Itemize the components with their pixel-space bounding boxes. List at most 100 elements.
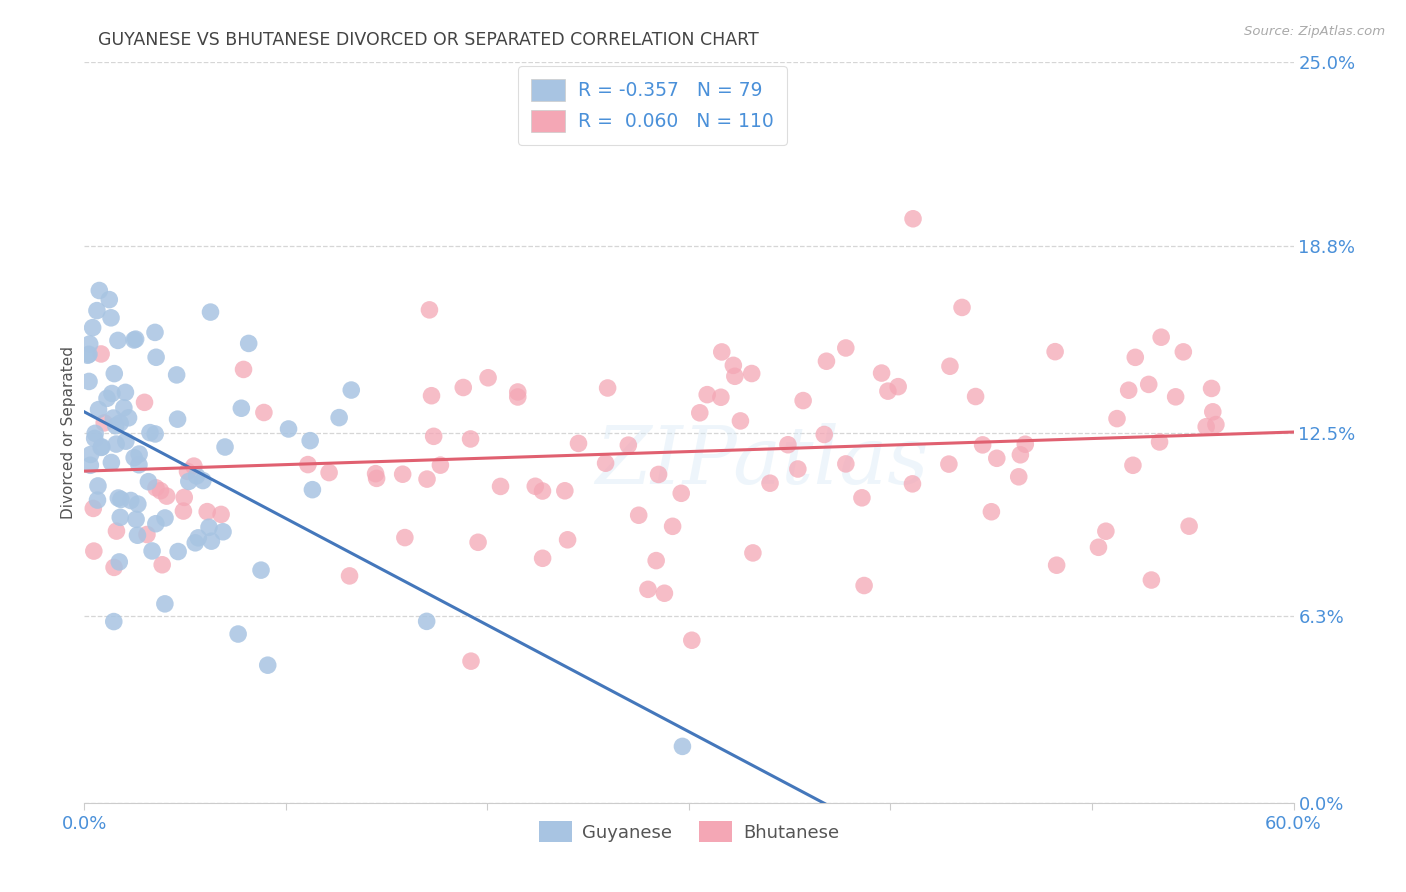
Point <box>79 337 101 351</box>
Point <box>112 401 135 415</box>
Point <box>173 491 195 505</box>
Point <box>950 301 973 315</box>
Point <box>166 412 188 426</box>
Point <box>87 402 110 417</box>
Point <box>90 347 112 361</box>
Point <box>82 320 104 334</box>
Point <box>200 305 222 319</box>
Text: ZIPatlas: ZIPatlas <box>595 424 928 501</box>
Point <box>901 476 924 491</box>
Point <box>143 427 166 442</box>
Point <box>127 497 149 511</box>
Point <box>122 450 145 465</box>
Point <box>138 475 160 489</box>
Point <box>103 367 125 381</box>
Point <box>870 366 893 380</box>
Point <box>451 380 474 394</box>
Point <box>143 326 166 340</box>
Point <box>506 390 529 404</box>
Point <box>460 654 482 668</box>
Point <box>1178 519 1201 533</box>
Point <box>1008 470 1031 484</box>
Point <box>145 516 167 531</box>
Point <box>76 348 98 362</box>
Point <box>98 293 121 307</box>
Point <box>89 284 111 298</box>
Point <box>741 546 763 560</box>
Point <box>141 544 163 558</box>
Point <box>627 508 650 523</box>
Point <box>82 501 104 516</box>
Point <box>83 431 105 445</box>
Point <box>723 359 745 373</box>
Point <box>681 633 703 648</box>
Point <box>815 354 838 368</box>
Point <box>1014 437 1036 451</box>
Point <box>299 434 322 448</box>
Point <box>554 483 576 498</box>
Point <box>853 578 876 592</box>
Point <box>156 489 179 503</box>
Point <box>1149 434 1171 449</box>
Point <box>416 472 439 486</box>
Point <box>595 456 617 470</box>
Point <box>489 479 512 493</box>
Point <box>887 379 910 393</box>
Point <box>637 582 659 597</box>
Point <box>103 615 125 629</box>
Point <box>110 492 132 507</box>
Point <box>730 414 752 428</box>
Point <box>183 459 205 474</box>
Point <box>176 464 198 478</box>
Point <box>238 336 260 351</box>
Text: GUYANESE VS BHUTANESE DIVORCED OR SEPARATED CORRELATION CHART: GUYANESE VS BHUTANESE DIVORCED OR SEPARA… <box>98 31 759 49</box>
Point <box>340 383 363 397</box>
Point <box>1010 448 1032 462</box>
Point <box>1137 377 1160 392</box>
Point <box>1205 417 1227 432</box>
Point <box>617 438 640 452</box>
Point <box>191 474 214 488</box>
Y-axis label: Divorced or Separated: Divorced or Separated <box>60 346 76 519</box>
Point <box>645 553 668 567</box>
Point <box>226 627 249 641</box>
Point <box>145 481 167 495</box>
Point <box>1105 411 1128 425</box>
Point <box>297 458 319 472</box>
Point <box>1202 405 1225 419</box>
Point <box>696 387 718 401</box>
Point <box>90 441 112 455</box>
Point <box>531 483 554 498</box>
Point <box>79 448 101 462</box>
Point <box>965 390 987 404</box>
Point <box>77 375 100 389</box>
Point <box>107 491 129 505</box>
Point <box>710 390 733 404</box>
Point <box>394 531 416 545</box>
Point <box>177 475 200 489</box>
Point <box>710 345 733 359</box>
Point <box>301 483 323 497</box>
Point <box>114 434 136 449</box>
Point <box>1046 558 1069 573</box>
Point <box>776 438 799 452</box>
Point <box>103 411 125 425</box>
Point <box>415 615 437 629</box>
Point <box>835 457 858 471</box>
Point <box>689 406 711 420</box>
Point <box>127 528 149 542</box>
Point <box>93 416 115 430</box>
Point <box>1201 381 1223 395</box>
Point <box>110 510 132 524</box>
Point <box>124 332 146 346</box>
Point <box>212 524 235 539</box>
Point <box>1123 351 1146 365</box>
Point <box>328 410 350 425</box>
Point <box>108 416 131 430</box>
Point <box>813 427 835 442</box>
Point <box>101 386 124 401</box>
Point <box>557 533 579 547</box>
Point <box>418 302 440 317</box>
Point <box>851 491 873 505</box>
Point <box>1164 390 1187 404</box>
